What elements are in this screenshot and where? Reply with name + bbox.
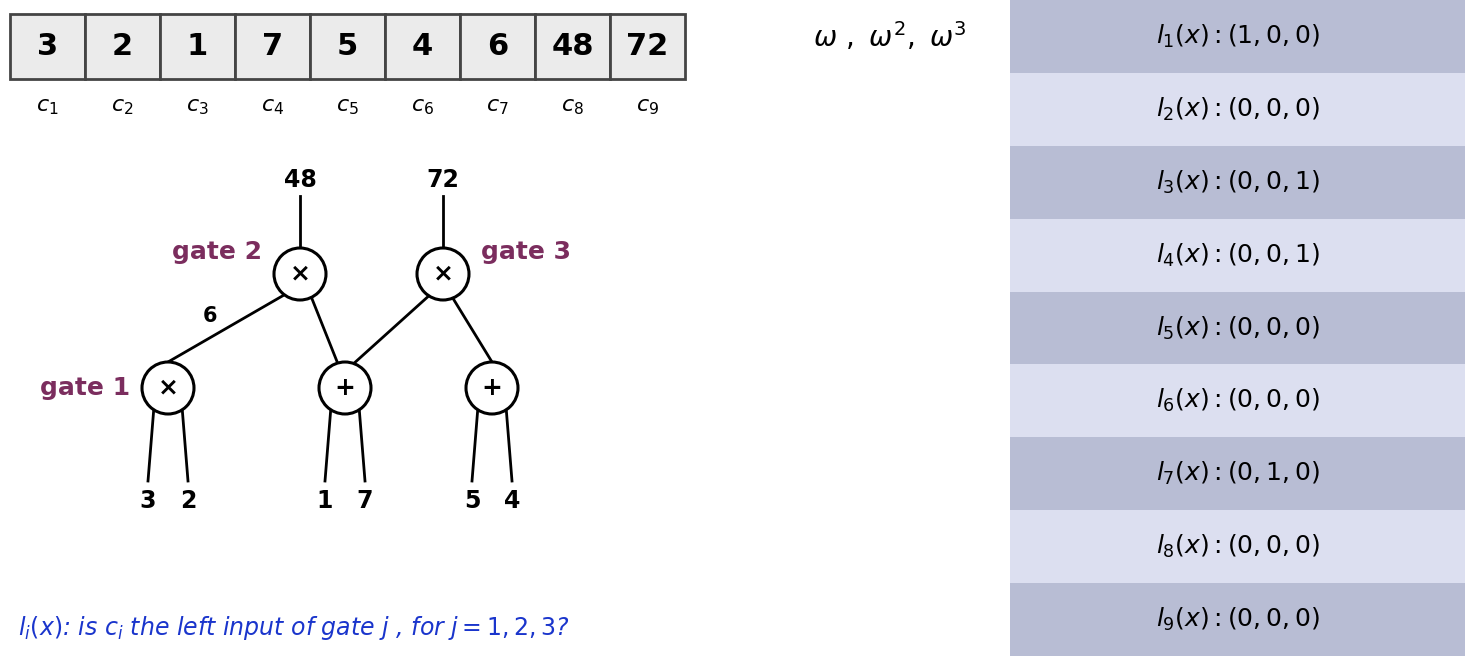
FancyBboxPatch shape xyxy=(1010,291,1465,365)
Text: 1: 1 xyxy=(317,489,333,513)
Text: gate 2: gate 2 xyxy=(172,240,262,264)
Text: ×: × xyxy=(158,376,178,400)
Text: 72: 72 xyxy=(626,32,669,61)
Text: 6: 6 xyxy=(203,306,217,326)
Text: 48: 48 xyxy=(551,32,594,61)
Text: 3: 3 xyxy=(140,489,156,513)
Text: 4: 4 xyxy=(504,489,520,513)
Text: gate 3: gate 3 xyxy=(481,240,570,264)
Circle shape xyxy=(318,362,371,414)
FancyBboxPatch shape xyxy=(385,14,460,79)
FancyBboxPatch shape xyxy=(1010,73,1465,146)
Text: $c_9$: $c_9$ xyxy=(635,97,659,117)
Text: $l_{5}(x) : (0,0,0)$: $l_{5}(x) : (0,0,0)$ xyxy=(1156,314,1319,342)
Text: $c_1$: $c_1$ xyxy=(37,97,59,117)
Text: 3: 3 xyxy=(37,32,57,61)
Text: $l_{4}(x) : (0,0,1)$: $l_{4}(x) : (0,0,1)$ xyxy=(1156,241,1319,269)
FancyBboxPatch shape xyxy=(1010,0,1465,73)
Text: $c_5$: $c_5$ xyxy=(336,97,360,117)
Text: $c_6$: $c_6$ xyxy=(411,97,433,117)
Text: 2: 2 xyxy=(180,489,196,513)
Text: $l_{2}(x) : (0,0,0)$: $l_{2}(x) : (0,0,0)$ xyxy=(1156,96,1319,123)
Text: 5: 5 xyxy=(338,32,358,61)
Text: 2: 2 xyxy=(112,32,133,61)
FancyBboxPatch shape xyxy=(10,14,85,79)
Text: +: + xyxy=(335,376,355,400)
Text: $l_{1}(x) : (1,0,0)$: $l_{1}(x) : (1,0,0)$ xyxy=(1156,23,1319,50)
Text: 1: 1 xyxy=(187,32,208,61)
FancyBboxPatch shape xyxy=(610,14,685,79)
FancyBboxPatch shape xyxy=(1010,510,1465,583)
FancyBboxPatch shape xyxy=(85,14,161,79)
Text: $c_4$: $c_4$ xyxy=(261,97,284,117)
Text: $c_2$: $c_2$ xyxy=(111,97,134,117)
Text: 6: 6 xyxy=(486,32,509,61)
Text: 7: 7 xyxy=(262,32,283,61)
Text: $l_{3}(x) : (0,0,1)$: $l_{3}(x) : (0,0,1)$ xyxy=(1156,169,1319,196)
FancyBboxPatch shape xyxy=(161,14,234,79)
Text: $c_3$: $c_3$ xyxy=(186,97,209,117)
Text: ×: × xyxy=(432,262,454,286)
Text: $l_{8}(x) : (0,0,0)$: $l_{8}(x) : (0,0,0)$ xyxy=(1156,533,1319,560)
Text: $l_{9}(x) : (0,0,0)$: $l_{9}(x) : (0,0,0)$ xyxy=(1156,606,1319,633)
Text: +: + xyxy=(482,376,503,400)
Circle shape xyxy=(142,362,195,414)
Circle shape xyxy=(417,248,469,300)
FancyBboxPatch shape xyxy=(310,14,385,79)
FancyBboxPatch shape xyxy=(1010,365,1465,438)
FancyBboxPatch shape xyxy=(1010,583,1465,656)
Circle shape xyxy=(466,362,517,414)
FancyBboxPatch shape xyxy=(535,14,610,79)
FancyBboxPatch shape xyxy=(460,14,535,79)
Text: ×: × xyxy=(289,262,311,286)
Text: 72: 72 xyxy=(426,168,460,192)
Text: $l_{7}(x) : (0,1,0)$: $l_{7}(x) : (0,1,0)$ xyxy=(1156,460,1319,487)
Text: 4: 4 xyxy=(411,32,433,61)
Text: gate 1: gate 1 xyxy=(40,376,130,400)
Text: $c_8$: $c_8$ xyxy=(562,97,584,117)
Text: 48: 48 xyxy=(283,168,317,192)
Text: $l_{6}(x) : (0,0,0)$: $l_{6}(x) : (0,0,0)$ xyxy=(1156,387,1319,415)
Text: $c_7$: $c_7$ xyxy=(486,97,509,117)
Text: $l_i(x)$: is $c_i$ the left input of gate $j$ , for $j = 1,2,3$?: $l_i(x)$: is $c_i$ the left input of gat… xyxy=(18,614,570,642)
Circle shape xyxy=(274,248,326,300)
Text: $\omega\ ,\ \omega^2,\ \omega^3$: $\omega\ ,\ \omega^2,\ \omega^3$ xyxy=(814,20,967,53)
FancyBboxPatch shape xyxy=(1010,146,1465,218)
FancyBboxPatch shape xyxy=(1010,438,1465,510)
FancyBboxPatch shape xyxy=(1010,218,1465,291)
Text: 5: 5 xyxy=(464,489,481,513)
Text: 7: 7 xyxy=(357,489,373,513)
FancyBboxPatch shape xyxy=(234,14,310,79)
